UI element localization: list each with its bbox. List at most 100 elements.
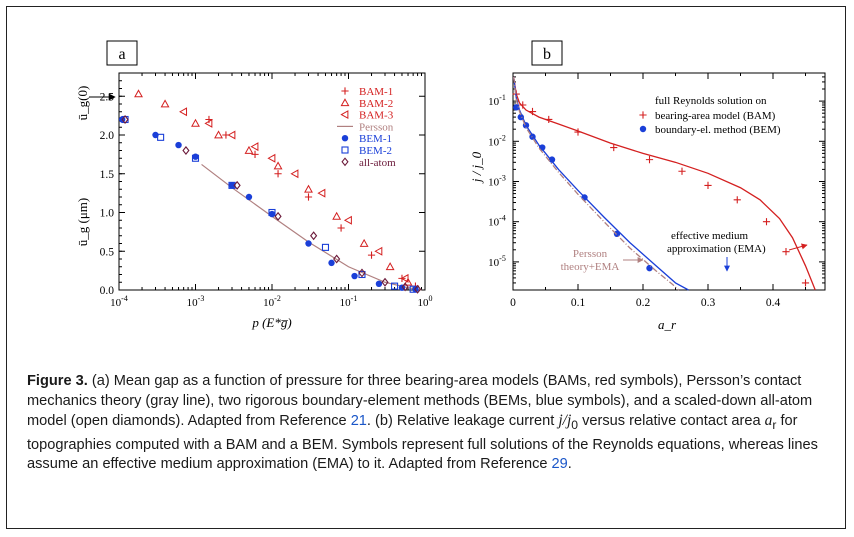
data-point-bem-2 <box>409 285 417 293</box>
legend-swatch-b <box>639 125 647 133</box>
data-point-bam-3 <box>400 273 409 283</box>
reference-link-21[interactable]: 21 <box>350 413 367 430</box>
y-tick-label-a: 1.5 <box>100 169 115 181</box>
data-point-bam-2 <box>359 238 369 247</box>
y-tick-label-b: 10-3 <box>488 174 506 189</box>
caption-text-1: (a) Mean gap as a function of pressure f… <box>27 373 813 430</box>
caption-text-4: for topographies computed with a BAM and… <box>27 413 818 473</box>
data-point-bem-2 <box>228 181 236 189</box>
data-point-bam-1 <box>304 193 313 201</box>
legend-title-b: full Reynolds solution on <box>655 95 767 107</box>
data-point-bam <box>801 279 810 287</box>
reference-link-29[interactable]: 29 <box>551 456 568 473</box>
annotation-ema-line2: approximation (EMA) <box>667 243 766 255</box>
legend-swatch-b <box>639 111 647 119</box>
data-point-bem <box>548 156 556 163</box>
data-point-bam-3 <box>250 142 259 152</box>
legend-swatch-bem-1 <box>341 135 349 142</box>
data-point-bem-1 <box>351 272 358 280</box>
data-point-bem-1 <box>305 240 312 247</box>
x-tick-label-a: 10-4 <box>110 294 128 309</box>
ar-subscript: r <box>772 418 777 433</box>
data-point-bam <box>645 156 654 164</box>
legend-label-b: bearing-area model (BAM) <box>655 110 776 122</box>
legend-label-a: BEM-2 <box>359 145 392 157</box>
data-point-bam-1 <box>274 170 282 178</box>
data-point-bam-2 <box>385 262 395 271</box>
ar-symbol: a <box>764 412 773 430</box>
legend-swatch-bam-2 <box>340 98 350 107</box>
data-point-bem <box>646 264 653 272</box>
figure-graphics: a10-4 10-3 10-2 10-1 1000.00.51.01.52.02.5p … <box>75 40 826 332</box>
annotation-ema-line1: effective medium <box>671 230 749 242</box>
legend-swatch-bem-2 <box>341 146 349 154</box>
data-point-all-atom <box>333 254 341 264</box>
data-point-all-atom <box>121 115 129 124</box>
y-tick-label-a: 0.0 <box>100 285 115 297</box>
data-point-bem-1 <box>268 210 276 218</box>
data-point-bam-1 <box>367 251 376 259</box>
data-point-bem-1 <box>228 182 236 189</box>
data-point-all-atom <box>414 284 422 294</box>
y-tick-label-a: 0.5 <box>100 246 115 258</box>
caption-text-2: . (b) Relative leakage current <box>366 413 559 430</box>
caption-text-3: versus relative contact area <box>578 413 765 430</box>
data-point-bam-2 <box>273 161 283 170</box>
data-point-bam-3 <box>227 130 236 140</box>
figure-caption: Figure 3. (a) Mean gap as a function of … <box>27 372 837 475</box>
legend-label-a: BAM-3 <box>359 110 394 122</box>
y-tick-label-b: 10-5 <box>488 254 506 269</box>
data-point-bam-1 <box>251 150 259 158</box>
panel-a-label-box <box>106 40 138 66</box>
data-point-bem-2 <box>321 243 330 251</box>
x-tick-label-a: 10-3 <box>187 294 205 309</box>
data-point-bem-1 <box>412 286 419 293</box>
series-line-bam-ema <box>513 76 816 291</box>
panel-b-label-box <box>531 40 563 66</box>
data-point-bam-3 <box>204 118 213 128</box>
caption-text-5: . <box>567 456 572 473</box>
data-point-bam-2 <box>214 130 223 139</box>
data-point-bam <box>678 167 686 175</box>
panel-a-label: a <box>118 46 125 63</box>
caption-label: Figure 3. <box>27 373 88 389</box>
data-point-bam-3 <box>179 107 188 117</box>
data-point-bam-2 <box>332 211 342 220</box>
y-tick-label-a: 1.0 <box>100 208 115 220</box>
annotation-persson-line1: Persson <box>573 248 608 260</box>
data-point-bam-2 <box>244 145 254 154</box>
x-axis-label-b: a_r <box>658 317 677 332</box>
x-tick-label-b: 0.2 <box>636 297 651 309</box>
legend-label-a: BAM-1 <box>359 86 393 98</box>
data-point-bem-2 <box>191 154 200 162</box>
legend-label-a: all-atom <box>359 157 396 169</box>
data-point-bam-2 <box>403 277 413 286</box>
data-point-bam-3 <box>374 246 383 256</box>
data-point-bam-3 <box>343 215 352 225</box>
legend-label-a: BAM-2 <box>359 98 393 110</box>
data-point-all-atom <box>274 211 282 221</box>
data-point-bam <box>733 196 741 204</box>
data-point-bam-1 <box>337 224 345 232</box>
series-line-bem-ema <box>513 76 689 291</box>
legend-swatch-bam-1 <box>341 87 349 95</box>
y-axis-label-a: ū_g (μm) <box>75 198 90 247</box>
data-point-bem-2 <box>391 282 399 290</box>
arrow-ema-red <box>788 243 808 251</box>
data-point-all-atom <box>233 180 241 190</box>
legend-label-a: BEM-1 <box>359 133 392 145</box>
data-point-bam-2 <box>134 89 143 98</box>
data-point-bam-2 <box>160 99 170 108</box>
data-point-bam-2 <box>191 118 200 127</box>
data-point-bam-3 <box>267 153 276 163</box>
data-point-bam <box>762 218 771 226</box>
data-point-all-atom <box>182 146 190 155</box>
data-point-all-atom <box>310 231 318 241</box>
data-point-bem-1 <box>328 259 335 267</box>
series-line-persson-theory-ema <box>513 76 680 291</box>
x-tick-label-b: 0.1 <box>571 297 586 309</box>
x-tick-label-b: 0.3 <box>701 297 716 309</box>
x-tick-label-a: 10-1 <box>340 294 358 309</box>
x-tick-label-b: 0 <box>510 297 516 309</box>
data-point-bem-2 <box>358 270 366 279</box>
